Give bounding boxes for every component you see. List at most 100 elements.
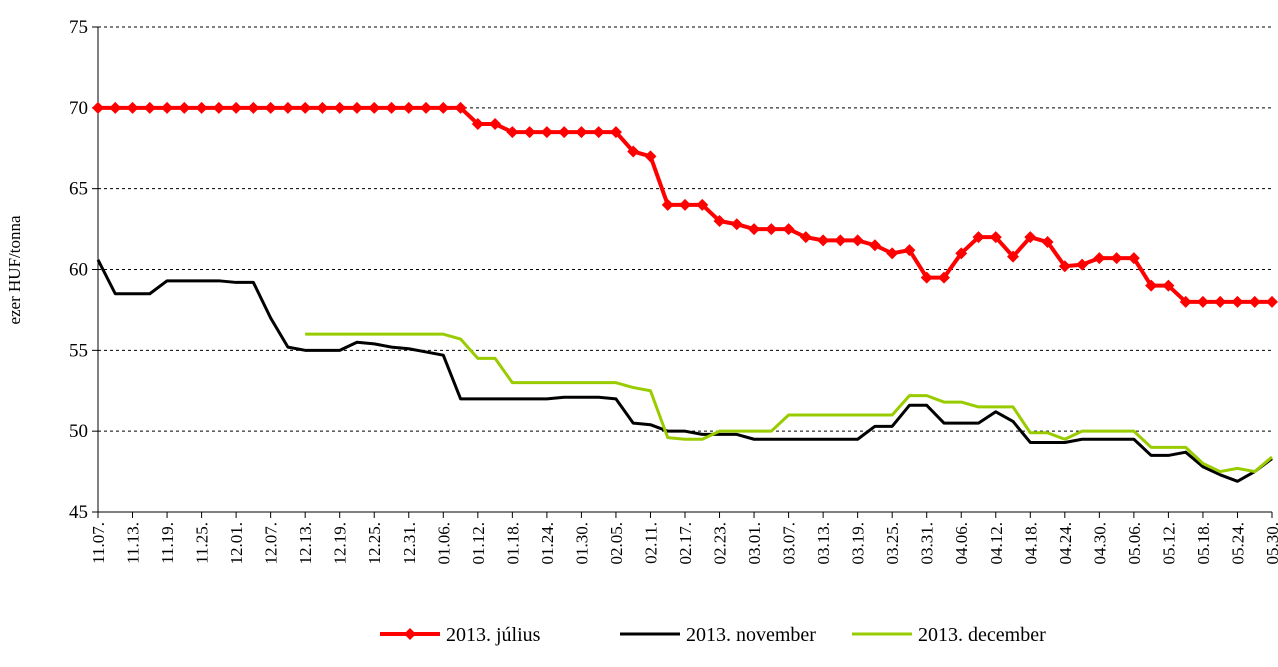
marker [506, 126, 519, 139]
marker [1041, 236, 1054, 249]
marker [420, 101, 433, 114]
y-axis-label: ezer HUF/tonna [5, 215, 24, 325]
marker [299, 101, 312, 114]
y-tick-label: 50 [69, 421, 88, 442]
marker [817, 234, 830, 247]
marker [1110, 252, 1123, 265]
y-tick-label: 70 [69, 98, 88, 119]
marker [886, 247, 899, 260]
x-tick-label: 04.24. [1056, 522, 1075, 565]
marker [489, 118, 502, 130]
marker [661, 198, 674, 211]
marker [748, 223, 761, 236]
marker [1058, 260, 1071, 273]
marker [1162, 279, 1175, 292]
marker [126, 101, 139, 114]
marker [868, 239, 881, 252]
marker [1266, 295, 1278, 308]
x-tick-label: 02.17. [676, 522, 695, 565]
x-tick-label: 05.24. [1228, 522, 1247, 565]
marker [523, 126, 536, 139]
marker [713, 215, 726, 227]
x-tick-label: 03.31. [918, 522, 937, 565]
x-tick-label: 03.19. [849, 522, 868, 565]
x-tick-label: 03.13. [814, 522, 833, 565]
x-tick-label: 01.30. [572, 522, 591, 565]
marker [955, 247, 968, 260]
series-line [96, 259, 1273, 483]
marker [161, 101, 174, 114]
marker [920, 271, 933, 284]
marker [143, 101, 156, 114]
marker [1024, 231, 1037, 244]
marker [679, 198, 691, 211]
marker [782, 223, 795, 236]
x-tick-label: 11.07. [89, 522, 108, 564]
marker [540, 126, 553, 139]
x-tick-label: 04.18. [1021, 522, 1040, 565]
marker [109, 101, 122, 114]
marker [316, 101, 329, 114]
x-tick-label: 04.12. [987, 522, 1006, 565]
marker [212, 101, 225, 114]
x-tick-label: 03.07. [780, 522, 799, 565]
marker [247, 101, 260, 114]
marker [1214, 295, 1227, 308]
x-tick-label: 12.31. [400, 522, 419, 565]
x-tick-label: 12.13. [296, 522, 315, 565]
x-tick-label: 05.30. [1263, 522, 1278, 565]
x-tick-label: 05.18. [1194, 522, 1213, 565]
marker [1007, 250, 1020, 263]
y-tick-label: 75 [69, 17, 88, 38]
marker [1248, 295, 1261, 308]
y-tick-label: 65 [69, 179, 88, 200]
x-tick-label: 03.01. [745, 522, 764, 565]
series-line [305, 332, 1273, 474]
marker [1196, 295, 1209, 308]
y-tick-label: 45 [69, 502, 88, 523]
x-tick-label: 03.25. [883, 522, 902, 565]
x-tick-label: 01.18. [503, 522, 522, 565]
x-tick-label: 01.12. [469, 522, 488, 565]
x-tick-label: 02.23. [711, 522, 730, 565]
marker [644, 150, 657, 163]
x-tick-label: 05.06. [1125, 522, 1144, 565]
legend-label: 2013. november [686, 624, 816, 646]
x-tick-label: 12.25. [365, 522, 384, 565]
x-tick-label: 02.05. [607, 522, 626, 565]
y-tick-label: 60 [69, 260, 88, 281]
x-tick-label: 12.01. [227, 522, 246, 565]
x-tick-label: 01.24. [538, 522, 557, 565]
marker [471, 118, 484, 130]
marker [1145, 279, 1158, 292]
marker [1179, 295, 1192, 308]
marker [609, 126, 622, 139]
marker [368, 101, 381, 114]
marker [765, 223, 778, 236]
marker [972, 231, 985, 244]
marker [230, 101, 243, 114]
marker [454, 101, 467, 114]
x-tick-label: 12.19. [331, 522, 350, 565]
marker [92, 101, 104, 114]
x-tick-label: 02.11. [641, 522, 660, 564]
marker [178, 101, 191, 114]
marker [1231, 295, 1244, 308]
marker [385, 101, 398, 114]
marker [437, 101, 450, 114]
marker [799, 231, 812, 244]
marker [195, 101, 208, 114]
marker [730, 218, 743, 231]
x-tick-label: 01.06. [434, 522, 453, 565]
marker [1076, 258, 1089, 271]
legend-marker [404, 628, 416, 640]
x-tick-label: 11.13. [124, 522, 143, 564]
marker [281, 101, 294, 114]
marker [592, 126, 605, 139]
marker [903, 244, 916, 257]
marker [350, 101, 363, 114]
y-tick-label: 55 [69, 340, 88, 361]
x-tick-label: 11.25. [193, 522, 212, 564]
x-tick-label: 04.06. [952, 522, 971, 565]
